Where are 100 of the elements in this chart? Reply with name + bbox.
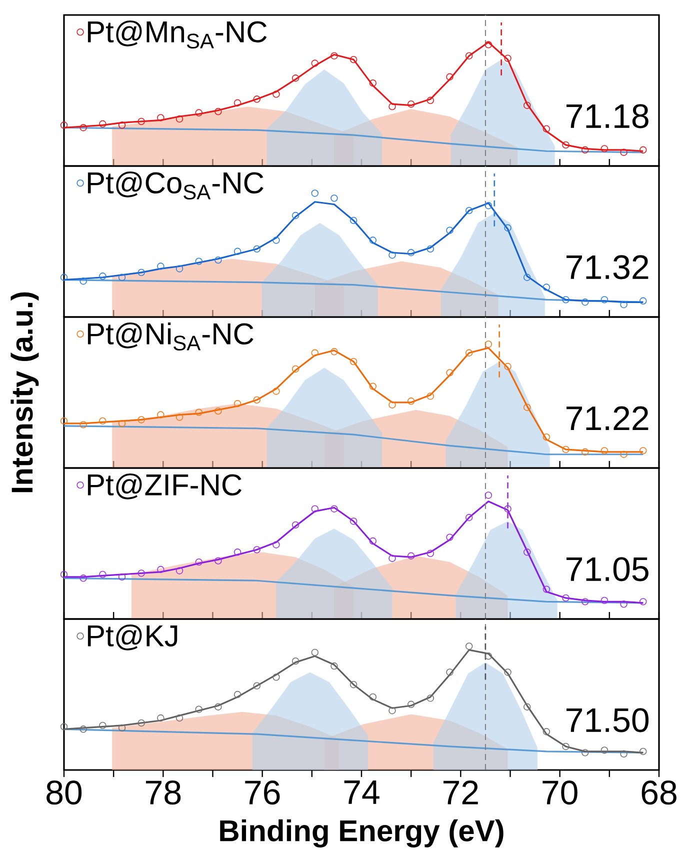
point — [138, 268, 145, 276]
point — [446, 668, 454, 676]
point — [253, 96, 260, 103]
point — [234, 248, 242, 255]
point — [600, 296, 608, 304]
point — [582, 749, 589, 756]
y-axis-title: Intensity (a.u.) — [10, 292, 39, 492]
point — [157, 262, 164, 270]
point — [272, 236, 280, 244]
point — [369, 79, 376, 87]
point — [484, 492, 492, 499]
point — [292, 212, 300, 220]
legend-label: Pt@KJ — [88, 624, 178, 650]
point — [465, 642, 473, 650]
point — [272, 674, 280, 681]
point — [388, 401, 396, 408]
point — [214, 703, 222, 710]
point — [292, 521, 300, 529]
point — [640, 447, 647, 454]
point — [195, 258, 202, 265]
ref-line-label: 71.05 — [566, 557, 648, 582]
ref-line-label: 71.18 — [566, 104, 648, 128]
point — [640, 297, 647, 304]
point — [600, 447, 608, 454]
x-tick-label: 72 — [443, 780, 478, 804]
point — [388, 252, 396, 259]
point — [330, 348, 338, 356]
point — [330, 194, 338, 202]
point — [138, 118, 145, 126]
point — [562, 141, 570, 149]
point — [311, 349, 318, 356]
point — [118, 274, 126, 281]
point — [562, 296, 570, 304]
point — [640, 748, 647, 756]
point — [176, 567, 184, 574]
point — [157, 114, 164, 122]
point — [60, 417, 68, 425]
point — [407, 249, 415, 256]
point — [292, 657, 300, 665]
point — [504, 505, 512, 512]
point — [60, 274, 68, 281]
point — [176, 714, 184, 722]
point — [426, 694, 434, 702]
point — [504, 668, 512, 676]
point — [446, 226, 454, 234]
point — [524, 274, 531, 281]
point — [562, 446, 570, 454]
point — [562, 594, 570, 602]
point — [582, 598, 589, 606]
point — [388, 706, 396, 714]
point — [446, 534, 454, 541]
point — [484, 41, 492, 48]
point — [350, 216, 358, 224]
point — [234, 99, 242, 106]
point — [138, 416, 145, 424]
point — [234, 548, 242, 556]
point — [272, 90, 280, 98]
point — [195, 706, 202, 713]
point — [99, 120, 106, 128]
point — [562, 742, 570, 750]
point — [195, 109, 202, 116]
point — [176, 115, 184, 123]
point — [99, 417, 106, 425]
point — [214, 108, 222, 116]
point — [99, 722, 106, 730]
point — [620, 600, 628, 608]
point — [157, 566, 164, 574]
point — [60, 570, 68, 578]
point — [484, 652, 492, 660]
point — [118, 122, 126, 129]
point — [272, 388, 280, 395]
point — [524, 102, 531, 109]
point — [60, 122, 68, 129]
point — [350, 358, 358, 366]
point — [465, 206, 473, 214]
point — [504, 362, 512, 370]
point — [600, 596, 608, 604]
point — [484, 202, 492, 210]
ref-line-label: 71.22 — [566, 406, 648, 430]
point — [524, 703, 531, 710]
point — [350, 56, 358, 64]
point — [640, 598, 647, 606]
point — [253, 396, 260, 404]
point — [582, 448, 589, 456]
point — [426, 550, 434, 557]
point — [524, 548, 531, 556]
point — [80, 574, 87, 582]
point — [80, 124, 87, 132]
point — [60, 723, 68, 730]
point — [542, 586, 550, 593]
point — [99, 272, 106, 280]
point — [157, 714, 164, 722]
point — [253, 245, 260, 253]
ref-line-label: 71.50 — [566, 708, 649, 732]
point — [542, 728, 550, 736]
x-axis-title: Binding Energy (eV) — [220, 819, 504, 848]
point — [407, 398, 415, 405]
point — [504, 54, 512, 62]
x-tick-label: 78 — [146, 780, 181, 805]
point — [118, 420, 126, 428]
